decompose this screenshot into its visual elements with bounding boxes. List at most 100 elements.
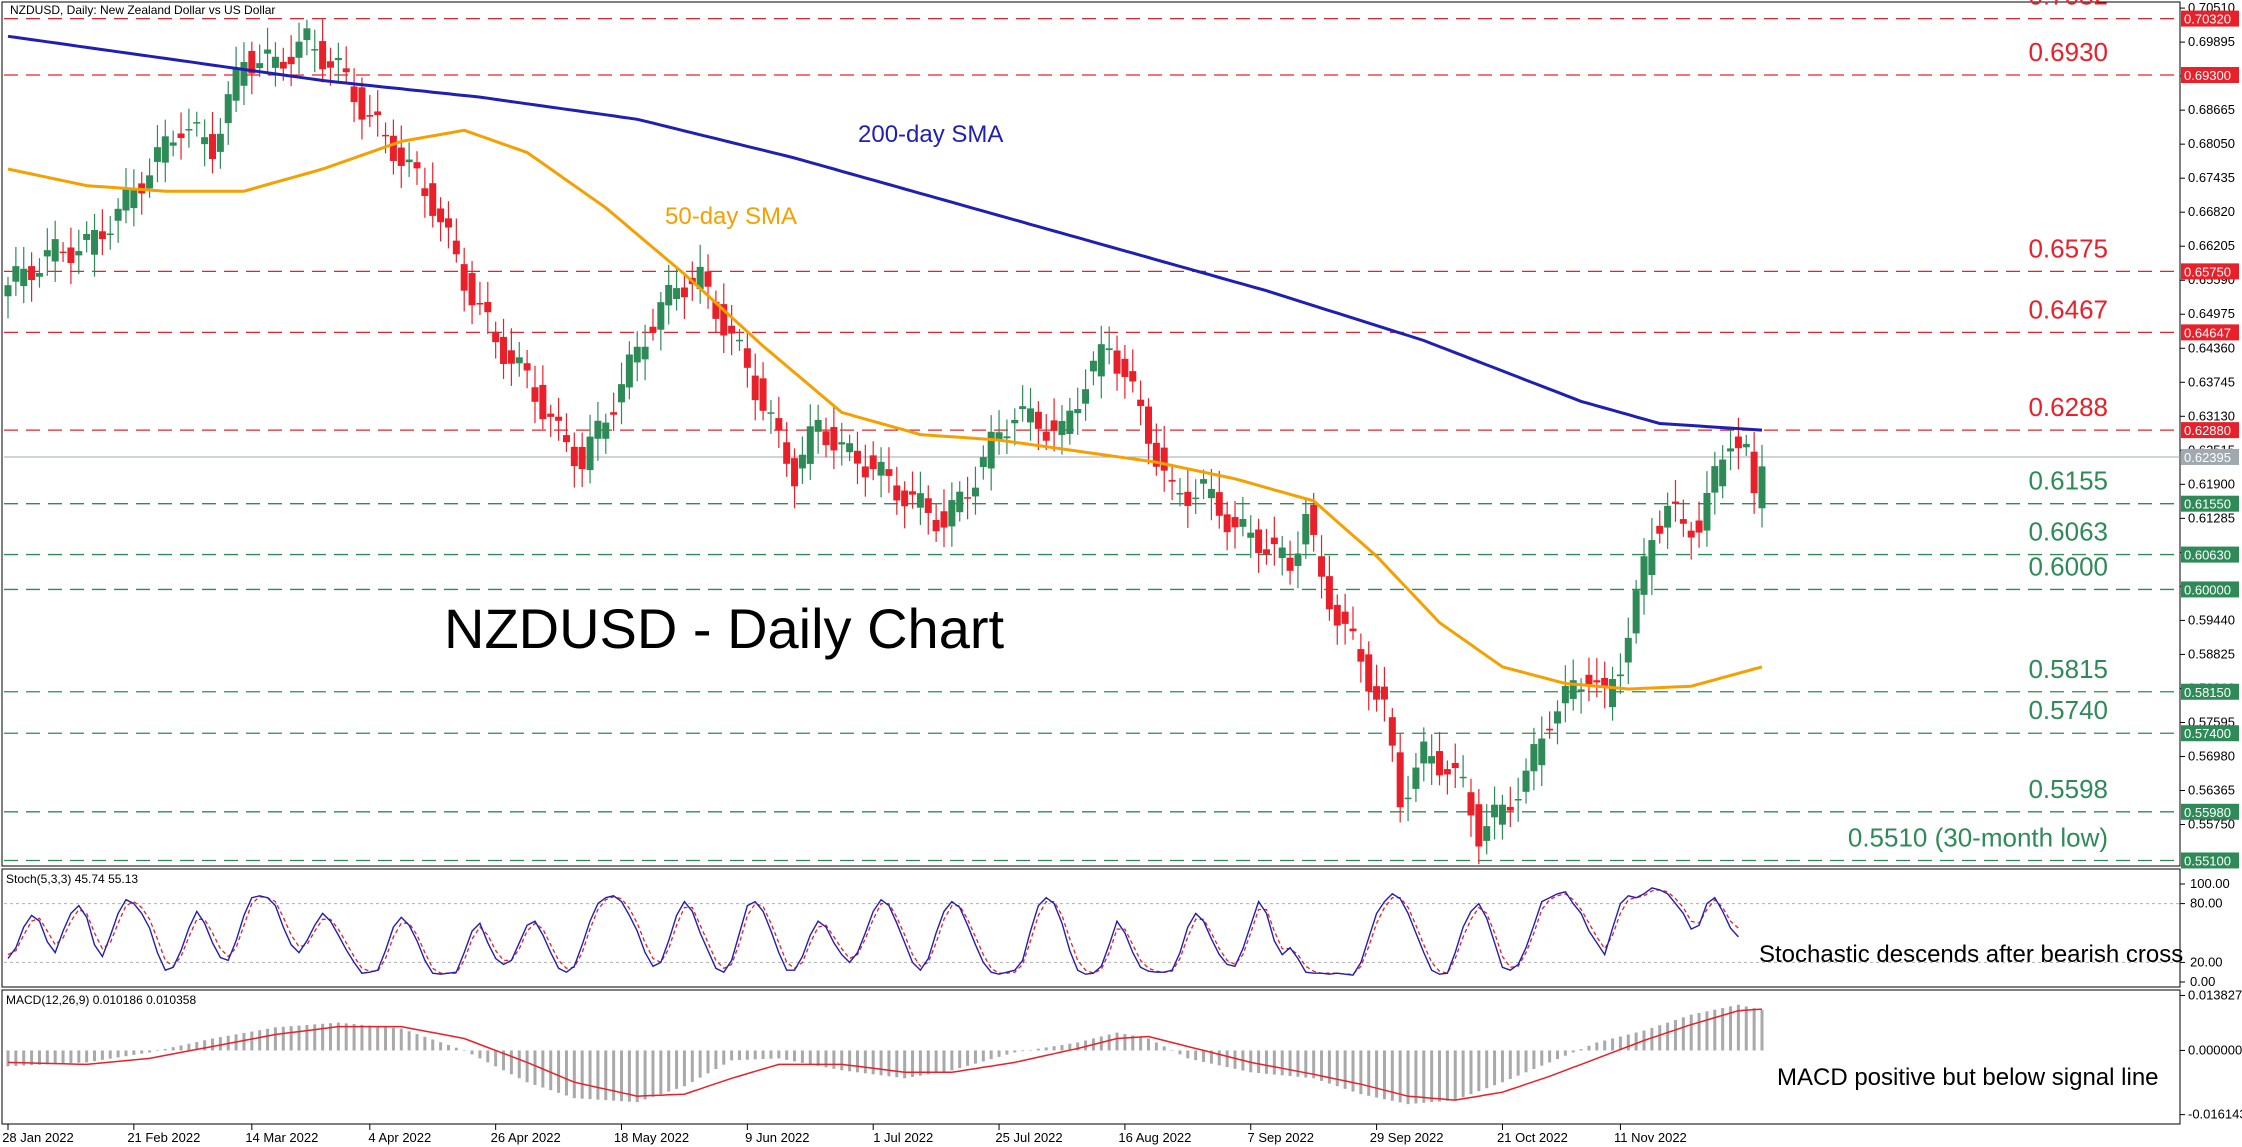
candle-body (1475, 804, 1483, 847)
candle-body (1498, 804, 1506, 825)
candle-body (185, 129, 193, 131)
macd-bar (824, 1050, 828, 1068)
candle-body (35, 273, 43, 277)
candle-body (1255, 529, 1263, 554)
macd-bar (1107, 1034, 1111, 1051)
macd-bar (1414, 1050, 1418, 1104)
macd-bar (187, 1043, 191, 1051)
macd-bar (1264, 1050, 1268, 1074)
candle-body (720, 304, 728, 336)
macd-bar (211, 1038, 215, 1051)
candle-body (1365, 654, 1373, 692)
macd-bar (1705, 1011, 1709, 1051)
candle-body (680, 287, 688, 298)
candle-body (91, 229, 99, 255)
macd-bar (368, 1025, 372, 1051)
macd-bar (1162, 1046, 1166, 1051)
macd-bar (1194, 1050, 1198, 1061)
macd-bar (934, 1050, 938, 1073)
price-tick-label: 0.55750 (2188, 817, 2235, 832)
stochastic-pane: 100.00 80.00 20.00 0.00 Stoch(5,3,3) 45.74 … (1, 868, 2230, 989)
candle-body (539, 384, 547, 420)
macd-bar (1406, 1050, 1410, 1105)
candle-body (507, 350, 515, 364)
candle-body (130, 190, 138, 209)
candle-body (28, 266, 36, 281)
price-tick-label: 0.66820 (2188, 204, 2235, 219)
macd-bar (714, 1050, 718, 1069)
macd-bar (1548, 1050, 1552, 1063)
macd-bar (1697, 1012, 1701, 1051)
candle-body (437, 208, 445, 223)
candle-body (1066, 410, 1074, 434)
candle-body (1506, 806, 1514, 811)
macd-bar (1673, 1019, 1677, 1051)
candle-body (767, 412, 775, 414)
candle-body (570, 446, 578, 467)
macd-bar (1131, 1035, 1135, 1051)
macd-bar (659, 1050, 663, 1095)
candle-body (1664, 505, 1672, 528)
candle-body (1380, 686, 1388, 700)
macd-bar (352, 1024, 356, 1051)
candle-body (75, 251, 83, 256)
level-tag-text: 0.70320 (2184, 12, 2231, 27)
candle-body (1553, 711, 1561, 724)
macd-tick-label: 0.000000 (2188, 1042, 2242, 1057)
macd-bar (1249, 1050, 1253, 1073)
macd-bar (1013, 1050, 1017, 1053)
candle-body (846, 443, 854, 453)
macd-bar (564, 1050, 568, 1096)
level-label: 0.5598 (2028, 774, 2108, 804)
macd-bar (722, 1050, 726, 1065)
price-tick-label: 0.56980 (2188, 748, 2235, 763)
candle-body (374, 111, 382, 116)
candle-body (20, 268, 28, 287)
price-tick-label: 0.56365 (2188, 782, 2235, 797)
stoch-tick-label: 20.00 (2190, 954, 2223, 969)
candle-body (515, 357, 523, 364)
chart-title: NZDUSD - Daily Chart (444, 597, 1004, 660)
candle-body (1483, 826, 1491, 841)
price-tick-label: 0.68665 (2188, 102, 2235, 117)
candle-body (1656, 525, 1664, 534)
macd-bar (643, 1050, 647, 1100)
macd-bar (1524, 1050, 1528, 1073)
macd-bar (1186, 1050, 1190, 1059)
date-tick-label: 21 Oct 2022 (1497, 1130, 1568, 1145)
date-tick-label: 21 Feb 2022 (127, 1130, 200, 1145)
macd-bar (997, 1050, 1001, 1057)
candle-body (1530, 744, 1538, 772)
macd-bar (769, 1050, 773, 1059)
macd-bar (1115, 1032, 1119, 1051)
candle-body (106, 233, 114, 236)
macd-bar (1146, 1038, 1150, 1051)
price-tick-label: 0.68050 (2188, 136, 2235, 151)
candle-body (413, 162, 421, 169)
candle-body (1727, 448, 1735, 452)
macd-bar (800, 1050, 804, 1063)
candle-body (421, 188, 429, 196)
macd-bar (588, 1050, 592, 1100)
macd-bar (22, 1050, 26, 1066)
candle-body (476, 303, 484, 305)
date-tick-label: 28 Jan 2022 (2, 1130, 74, 1145)
macd-bar (1076, 1042, 1080, 1051)
candle-body (1436, 751, 1444, 776)
candle-body (146, 175, 154, 189)
stoch-tick-label: 100.00 (2190, 876, 2230, 891)
price-tick-label: 0.66205 (2188, 238, 2235, 253)
macd-bar (557, 1050, 561, 1093)
macd-bar (871, 1050, 875, 1075)
candle-body (861, 466, 869, 478)
candle-body (1679, 519, 1687, 524)
candle-body (1624, 637, 1632, 663)
level-tag-box (2181, 10, 2239, 27)
macd-bar (832, 1050, 836, 1069)
candle-body (382, 134, 390, 137)
candle-body (885, 469, 893, 476)
macd-bar (1752, 1008, 1756, 1051)
candle-body (1459, 776, 1467, 779)
candle-body (1711, 466, 1719, 493)
candle-body (405, 159, 413, 163)
